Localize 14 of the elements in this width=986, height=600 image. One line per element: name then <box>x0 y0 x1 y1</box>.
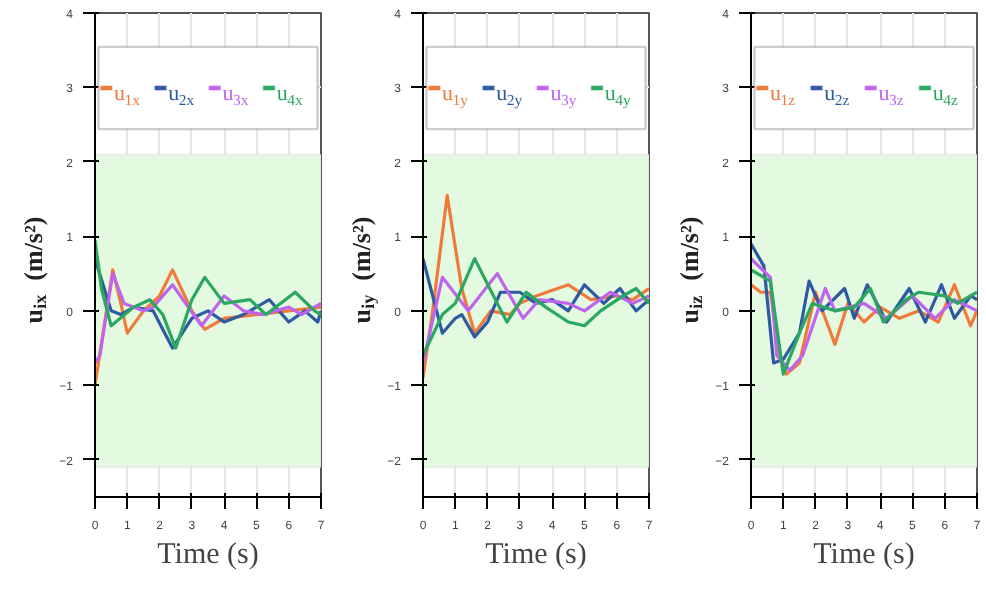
x-axis-title: Time (s) <box>813 539 915 571</box>
y-axis-title: uiy (m/s²) <box>346 216 378 324</box>
line-series <box>423 257 649 358</box>
line-series <box>95 268 321 387</box>
line-series <box>423 272 649 365</box>
y-axis-title: uix (m/s²) <box>18 216 50 324</box>
line-series <box>423 193 649 380</box>
x-axis-title: Time (s) <box>157 539 259 571</box>
line-series <box>751 242 977 365</box>
y-axis-title: uiz (m/s²) <box>674 216 706 324</box>
line-series <box>423 257 649 339</box>
line-series <box>95 238 321 350</box>
x-axis-title: Time (s) <box>485 539 587 571</box>
line-series <box>95 272 321 365</box>
